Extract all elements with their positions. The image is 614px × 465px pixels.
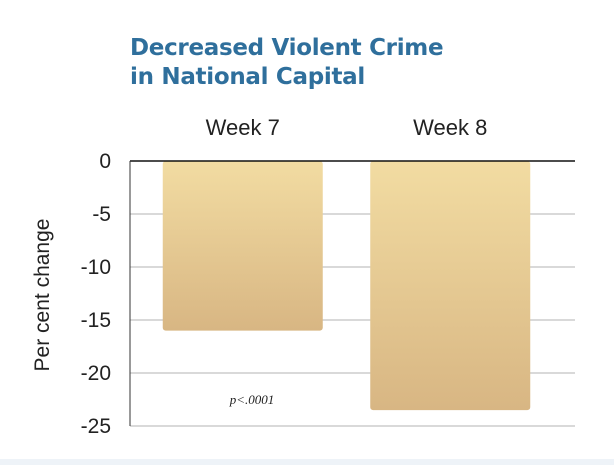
y-tick-label: -25 [81, 415, 111, 438]
category-labels: Week 7 Week 8 [206, 115, 488, 140]
y-tick-label: -20 [81, 362, 111, 385]
y-axis-label: Per cent change [31, 219, 54, 372]
chart-title-line-2: in National Capital [130, 64, 365, 90]
chart-title: Decreased Violent Crime in National Capi… [130, 34, 444, 92]
category-label: Week 8 [413, 115, 487, 140]
category-label: Week 7 [206, 115, 280, 140]
y-tick-label: -10 [81, 256, 111, 279]
y-axis-ticks: 0 -5 -10 -15 -20 -25 [81, 150, 111, 438]
significance-annotation: p<.0001 [229, 392, 275, 407]
y-tick-label: -5 [92, 203, 111, 226]
y-tick-label: 0 [99, 150, 111, 173]
chart-title-line-1: Decreased Violent Crime [130, 35, 444, 61]
bar-week-7 [162, 161, 323, 331]
bar-week-8 [370, 161, 531, 411]
bars [162, 161, 531, 411]
y-tick-label: -15 [81, 309, 111, 332]
bottom-strip [0, 459, 614, 465]
